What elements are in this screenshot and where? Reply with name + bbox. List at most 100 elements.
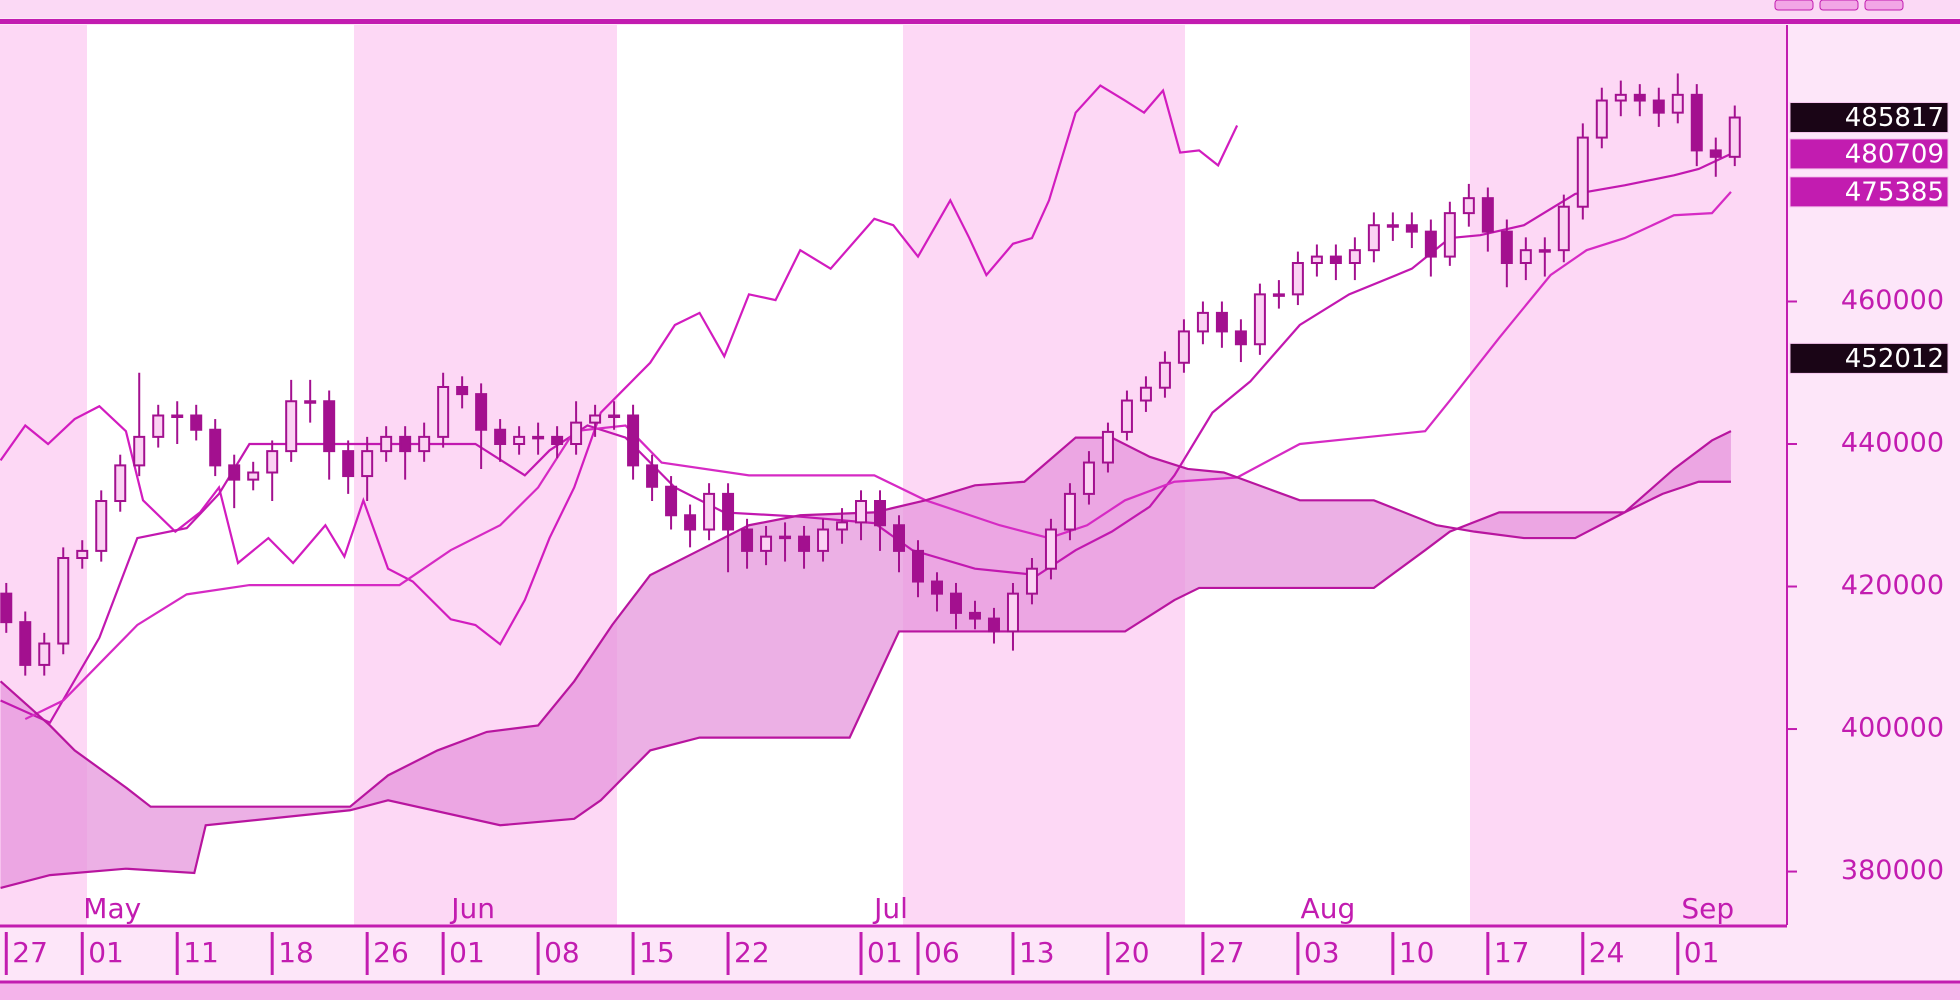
candle-body bbox=[76, 549, 89, 560]
y-tick-label: 420000 bbox=[1841, 570, 1944, 601]
candle-body bbox=[1310, 255, 1323, 265]
x-tick-label: 11 bbox=[183, 936, 219, 969]
candle-body bbox=[95, 500, 108, 552]
y-tick-label: 460000 bbox=[1841, 285, 1944, 316]
candle-body bbox=[608, 414, 621, 418]
month-label: Aug bbox=[1301, 892, 1356, 925]
x-tick-label: 01 bbox=[449, 936, 485, 969]
indicator-line bbox=[24, 191, 1732, 721]
x-tick-label: 26 bbox=[373, 936, 409, 969]
candle-body bbox=[247, 471, 260, 481]
price-label-box bbox=[1789, 138, 1949, 170]
plot-bands bbox=[0, 25, 1787, 925]
candle-body bbox=[1462, 197, 1475, 215]
candle-body bbox=[893, 524, 906, 552]
candle-body bbox=[1538, 249, 1551, 253]
candle-body bbox=[456, 385, 469, 396]
candle-body bbox=[1386, 224, 1399, 228]
candle-body bbox=[114, 464, 127, 503]
candle-body bbox=[266, 450, 279, 474]
candle-body bbox=[665, 485, 678, 517]
price-label: 485817 bbox=[1845, 103, 1944, 133]
candle-body bbox=[1272, 293, 1285, 297]
candle-body bbox=[1728, 116, 1741, 158]
candle-body bbox=[703, 492, 716, 531]
candle-body bbox=[968, 611, 981, 620]
candle-body bbox=[304, 400, 317, 404]
window-button[interactable] bbox=[1864, 0, 1904, 11]
candle-body bbox=[1348, 249, 1361, 265]
month-label: May bbox=[83, 892, 141, 925]
candle-body bbox=[513, 435, 526, 446]
month-label: Jun bbox=[449, 892, 495, 925]
candle-body bbox=[1063, 492, 1076, 531]
candle-body bbox=[494, 428, 507, 446]
y-tick-label: 400000 bbox=[1841, 713, 1944, 744]
indicator-line bbox=[0, 152, 1732, 725]
x-tick-label: 17 bbox=[1494, 936, 1530, 969]
candle-body bbox=[475, 393, 488, 431]
candle-body bbox=[1215, 311, 1228, 333]
candle-body bbox=[1367, 224, 1380, 252]
candle-body bbox=[817, 528, 830, 552]
candle-body bbox=[209, 428, 222, 467]
candle-body bbox=[1652, 99, 1665, 114]
candle-body bbox=[437, 385, 450, 438]
candle-body bbox=[1329, 255, 1342, 265]
candle-body bbox=[285, 400, 298, 453]
candle-body bbox=[1253, 293, 1266, 346]
x-tick-label: 13 bbox=[1019, 936, 1055, 969]
candle-body bbox=[1196, 311, 1209, 333]
candle-body bbox=[684, 514, 697, 531]
candle-body bbox=[418, 435, 431, 453]
candle-body bbox=[1082, 461, 1095, 495]
candle-body bbox=[1177, 330, 1190, 364]
candle-body bbox=[798, 535, 811, 552]
top-border bbox=[0, 19, 1960, 24]
candle-body bbox=[760, 535, 773, 552]
candle-body bbox=[342, 450, 355, 478]
window-button[interactable] bbox=[1774, 0, 1814, 11]
x-tick-label: 24 bbox=[1589, 936, 1625, 969]
candle-body bbox=[627, 414, 640, 467]
band bbox=[1470, 25, 1787, 925]
month-label: Jul bbox=[872, 892, 908, 925]
candle-body bbox=[836, 521, 849, 531]
candle-body bbox=[1158, 361, 1171, 389]
candle-body bbox=[570, 421, 583, 446]
x-tick-label: 15 bbox=[639, 936, 675, 969]
x-tick-label: 03 bbox=[1304, 936, 1340, 969]
y-tick-label: 380000 bbox=[1841, 855, 1944, 886]
window-button[interactable] bbox=[1819, 0, 1859, 11]
candle-body bbox=[1006, 592, 1019, 633]
candle-body bbox=[1405, 224, 1418, 233]
candle-body bbox=[874, 500, 887, 527]
candle-body bbox=[1519, 249, 1532, 265]
candle-body bbox=[228, 464, 241, 481]
price-label-box bbox=[1789, 176, 1949, 208]
month-label: Sep bbox=[1681, 892, 1734, 925]
candle-body bbox=[19, 621, 32, 666]
candle-body bbox=[1443, 212, 1456, 258]
candle-body bbox=[1481, 197, 1494, 233]
candle-body bbox=[779, 535, 792, 540]
bottom-bar bbox=[0, 982, 1960, 1000]
x-tick-label: 01 bbox=[1684, 936, 1720, 969]
indicator-line bbox=[0, 84, 1239, 646]
candle-body bbox=[361, 450, 374, 478]
candle-body bbox=[1709, 149, 1722, 158]
candle-body bbox=[1633, 93, 1646, 102]
candle-body bbox=[1234, 330, 1247, 346]
title-bar bbox=[0, 0, 1960, 18]
candle-body bbox=[646, 464, 659, 488]
x-tick-label: 10 bbox=[1399, 936, 1435, 969]
candle-body bbox=[930, 580, 943, 595]
price-label: 480709 bbox=[1845, 139, 1944, 169]
candle-body bbox=[1557, 205, 1570, 252]
y-tick-label: 440000 bbox=[1841, 428, 1944, 459]
x-tick-label: 22 bbox=[734, 936, 770, 969]
x-tick-label: 01 bbox=[88, 936, 124, 969]
candle-body bbox=[133, 435, 146, 467]
candle-body bbox=[912, 549, 925, 583]
